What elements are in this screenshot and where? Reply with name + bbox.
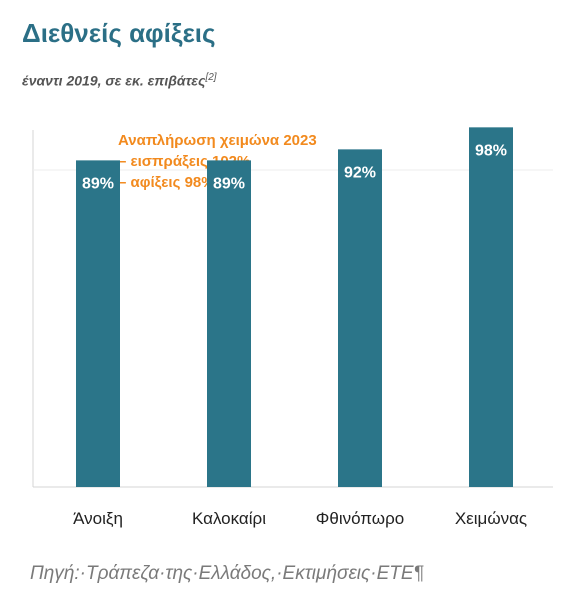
subtitle-text: έναντι 2019, σε εκ. επιβάτες [22,72,206,89]
x-tick-label-3: Φθινόπωρο [316,509,404,528]
annotation-line-3: – αφίξεις 98% [118,174,215,191]
bar-labels-group: 89% 89% 92% 98% [82,142,507,192]
source-footnote: Πηγή:·Τράπεζα·της·Ελλάδος,·Εκτιμήσεις·ΕΤ… [30,563,424,584]
bar-value-label-4: 98% [475,142,507,159]
subtitle-reference: [2] [205,72,217,83]
bar-2 [207,160,251,487]
x-tick-label-4: Χειμώνας [455,509,527,528]
bar-value-label-2: 89% [213,175,245,192]
bar-1 [76,160,120,487]
annotation-line-1: Αναπλήρωση χειμώνα 2023 [118,132,317,149]
x-tick-label-1: Άνοιξη [73,509,123,528]
chart-subtitle: έναντι 2019, σε εκ. επιβάτες[2] [22,72,217,89]
bars-group [76,127,513,488]
chart-annotation: Αναπλήρωση χειμώνα 2023 – εισπράξεις 102… [118,130,317,193]
chart-title: Διεθνείς αφίξεις [22,18,216,48]
bar-value-label-1: 89% [82,175,114,192]
bar-4 [469,127,513,487]
bar-3 [338,149,382,488]
x-tick-label-2: Καλοκαίρι [192,509,266,528]
bar-value-label-3: 92% [344,164,376,181]
x-tick-labels-group: Άνοιξη Καλοκαίρι Φθινόπωρο Χειμώνας [73,509,527,528]
